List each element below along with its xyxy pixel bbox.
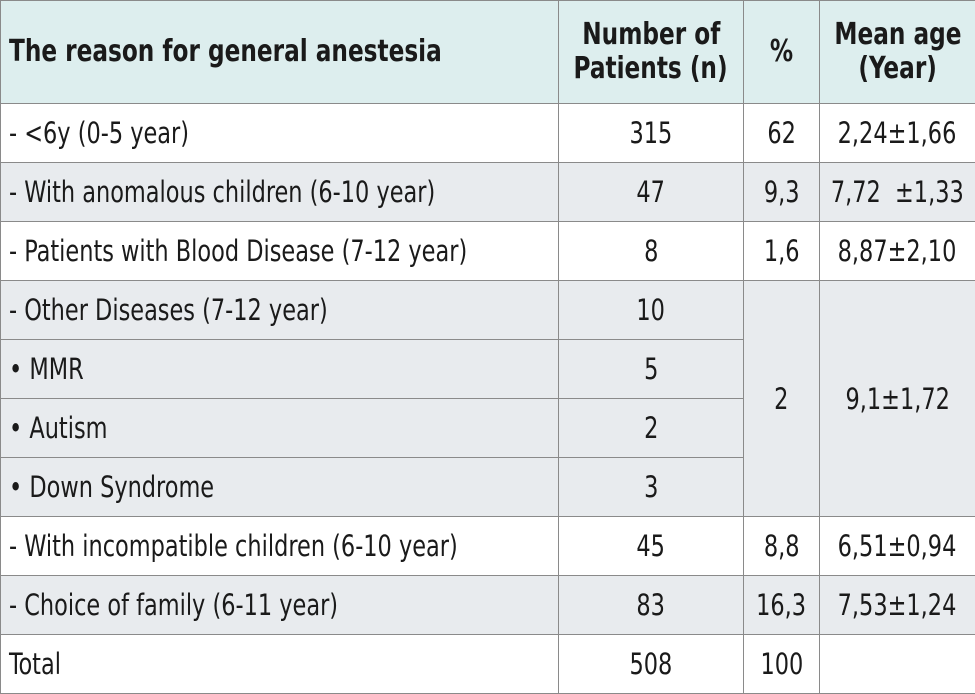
row-percent-text: 8,8 [763, 529, 800, 563]
row-reason-text: - With anomalous children (6-10 year) [9, 175, 436, 209]
header-number-line1: Number of [581, 17, 721, 52]
row-mean-age: 8,87±2,10 [819, 221, 975, 281]
table-row: - Other Diseases (7-12 year) 10 2 9,1±1,… [0, 280, 975, 517]
header-number: Number of Patients (n) [558, 0, 744, 104]
row-number: 10 [558, 280, 744, 340]
total-number: 508 [558, 634, 744, 694]
row-number-text: 2 [643, 411, 659, 445]
header-row: The reason for general anestesia Number … [0, 0, 975, 104]
row-reason: • Autism [0, 398, 559, 458]
merged-percent: 2 [743, 280, 820, 517]
row-number-text: 45 [636, 529, 666, 563]
table-row: - Choice of family (6-11 year) 83 16,3 7… [0, 575, 975, 635]
row-number: 315 [558, 103, 744, 163]
row-number-text: 83 [636, 588, 666, 622]
total-label-text: Total [9, 647, 61, 681]
row-reason: - <6y (0-5 year) [0, 103, 559, 163]
row-percent: 62 [743, 103, 820, 163]
merged-percent-text: 2 [774, 381, 789, 416]
row-reason-text: • Down Syndrome [9, 470, 215, 504]
row-number: 3 [558, 457, 744, 517]
row-number-text: 10 [636, 293, 666, 327]
row-age-text: 7,72 ±1,33 [831, 175, 964, 209]
header-reason: The reason for general anestesia [0, 0, 559, 104]
row-number-text: 3 [643, 470, 659, 504]
row-percent: 16,3 [743, 575, 820, 635]
table-row: • Autism 2 [0, 398, 975, 458]
row-number: 45 [558, 516, 744, 576]
row-reason: - With anomalous children (6-10 year) [0, 162, 559, 222]
row-percent: 9,3 [743, 162, 820, 222]
row-percent: 1,6 [743, 221, 820, 281]
header-age-line2: (Year) [858, 51, 937, 86]
row-reason-text: - With incompatible children (6-10 year) [9, 529, 458, 563]
row-reason: • Down Syndrome [0, 457, 559, 517]
row-reason: - Other Diseases (7-12 year) [0, 280, 559, 340]
row-number-text: 8 [643, 234, 659, 268]
row-mean-age: 6,51±0,94 [819, 516, 975, 576]
merged-mean-age: 9,1±1,72 [819, 280, 975, 517]
row-percent-text: 16,3 [756, 588, 807, 622]
table-row: - <6y (0-5 year) 315 62 2,24±1,66 [0, 103, 975, 163]
table-row: - Patients with Blood Disease (7-12 year… [0, 221, 975, 281]
total-mean-age [819, 634, 975, 694]
row-number: 8 [558, 221, 744, 281]
row-number: 47 [558, 162, 744, 222]
total-percent: 100 [743, 634, 820, 694]
row-reason-text: - Patients with Blood Disease (7-12 year… [9, 234, 468, 268]
row-percent: 8,8 [743, 516, 820, 576]
row-age-text: 6,51±0,94 [838, 529, 957, 563]
total-label: Total [0, 634, 559, 694]
total-number-text: 508 [629, 647, 673, 681]
row-reason-text: • MMR [9, 352, 84, 386]
row-mean-age: 7,72 ±1,33 [819, 162, 975, 222]
row-age-text: 7,53±1,24 [838, 588, 957, 622]
row-number-text: 5 [643, 352, 659, 386]
row-reason-text: - Choice of family (6-11 year) [9, 588, 339, 622]
header-percent: % [743, 0, 820, 104]
row-reason-text: • Autism [9, 411, 108, 445]
row-number-text: 47 [636, 175, 666, 209]
header-number-line2: Patients (n) [573, 51, 729, 86]
row-reason: • MMR [0, 339, 559, 399]
header-reason-text: The reason for general anestesia [9, 34, 442, 69]
row-percent-text: 62 [767, 116, 796, 150]
row-reason: - Patients with Blood Disease (7-12 year… [0, 221, 559, 281]
row-number: 2 [558, 398, 744, 458]
row-reason: - Choice of family (6-11 year) [0, 575, 559, 635]
table-row: • Down Syndrome 3 [0, 457, 975, 517]
row-age-text: 8,87±2,10 [838, 234, 957, 268]
row-reason: - With incompatible children (6-10 year) [0, 516, 559, 576]
merged-age-text: 9,1±1,72 [845, 381, 950, 416]
row-number: 5 [558, 339, 744, 399]
total-row: Total 508 100 [0, 634, 975, 694]
table-row: • MMR 5 [0, 339, 975, 399]
table-row: - With anomalous children (6-10 year) 47… [0, 162, 975, 222]
row-mean-age: 7,53±1,24 [819, 575, 975, 635]
row-number-text: 315 [629, 116, 673, 150]
row-percent-text: 9,3 [763, 175, 800, 209]
row-number: 83 [558, 575, 744, 635]
table-row: - With incompatible children (6-10 year)… [0, 516, 975, 576]
row-reason-text: - <6y (0-5 year) [9, 116, 190, 150]
header-age-line1: Mean age [833, 17, 962, 52]
row-mean-age: 2,24±1,66 [819, 103, 975, 163]
header-percent-text: % [769, 34, 794, 69]
row-age-text: 2,24±1,66 [838, 116, 957, 150]
total-percent-text: 100 [760, 647, 803, 681]
row-percent-text: 1,6 [763, 234, 800, 268]
header-mean-age: Mean age (Year) [819, 0, 975, 104]
row-reason-text: - Other Diseases (7-12 year) [9, 293, 328, 327]
